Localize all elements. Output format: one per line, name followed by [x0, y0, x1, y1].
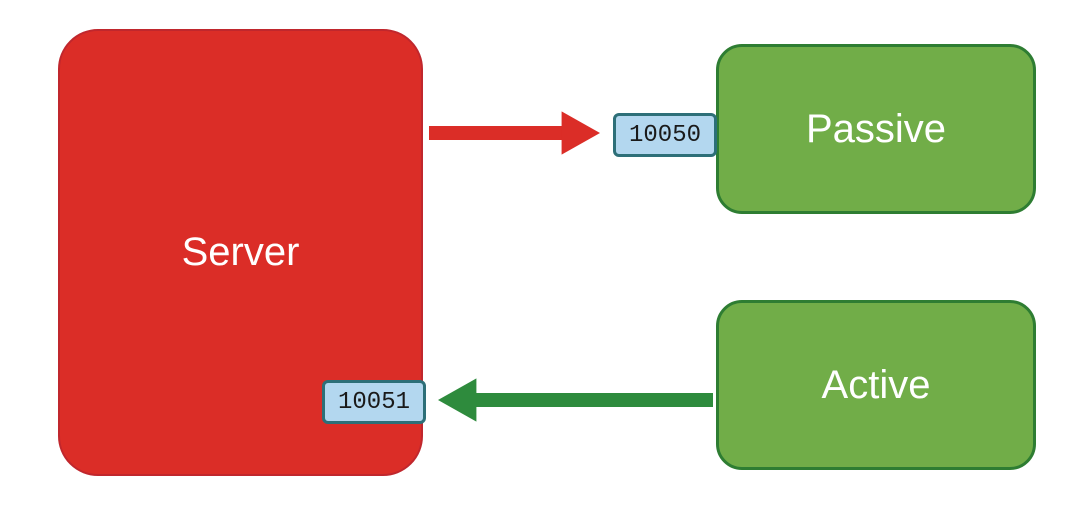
- arrow-active-to-server: [438, 378, 713, 421]
- server-node-label: Server: [182, 230, 300, 275]
- server-port-badge: 10051: [322, 380, 426, 424]
- passive-port-label: 10050: [629, 122, 701, 149]
- arrow-server-to-passive: [429, 111, 600, 154]
- active-node-label: Active: [822, 363, 931, 408]
- active-node: Active: [716, 300, 1036, 470]
- server-port-label: 10051: [338, 389, 410, 416]
- passive-port-badge: 10050: [613, 113, 717, 157]
- passive-node: Passive: [716, 44, 1036, 214]
- passive-node-label: Passive: [806, 107, 946, 152]
